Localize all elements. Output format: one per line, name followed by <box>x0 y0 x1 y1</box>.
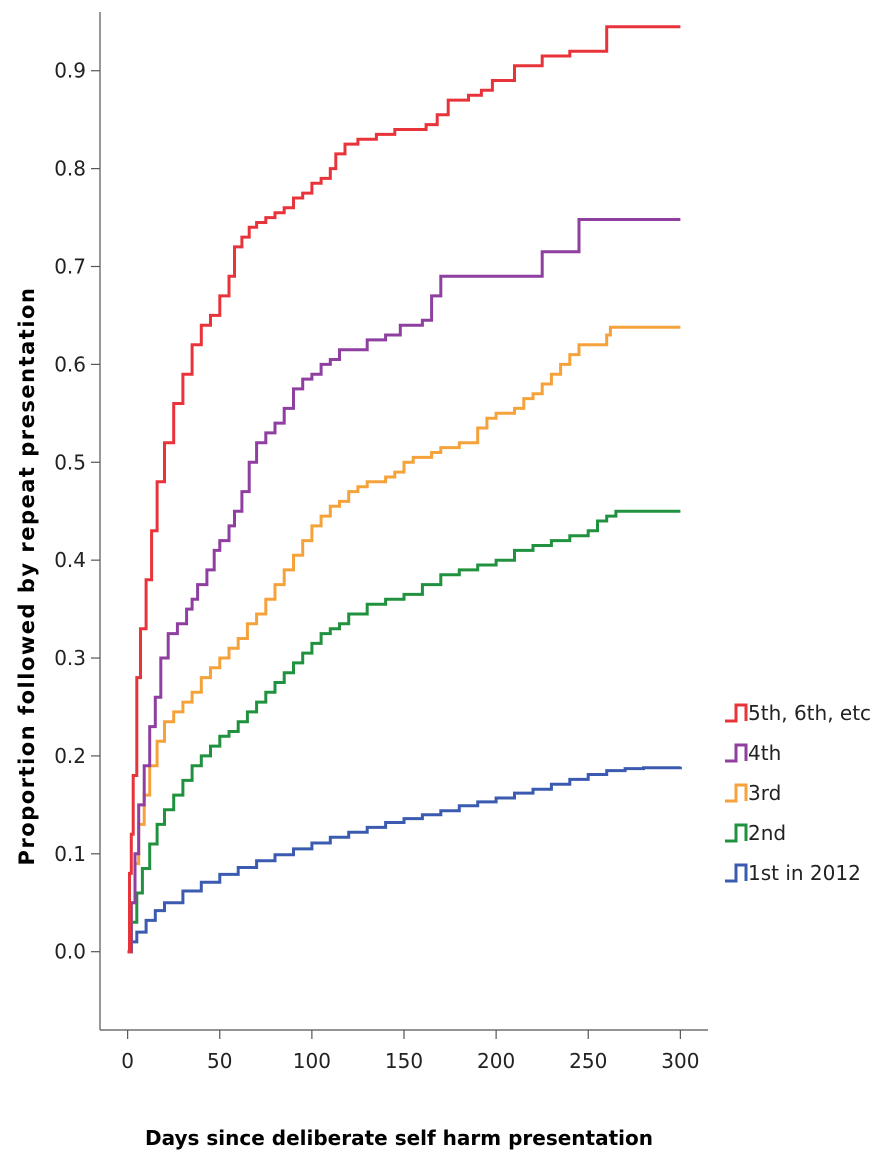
x-tick-label: 300 <box>661 1049 699 1073</box>
series-line-5th-6th-etc <box>127 25 681 954</box>
x-tick-label: 0 <box>121 1049 134 1073</box>
legend: 5th, 6th, etc 4th 3rd 2nd 1st in 2012 <box>725 701 871 885</box>
legend-item-5th-6th-etc: 5th, 6th, etc <box>725 701 871 725</box>
legend-label: 1st in 2012 <box>748 861 861 885</box>
legend-swatch <box>725 863 748 883</box>
y-tick-label: 0.9 <box>54 59 86 83</box>
legend-label: 5th, 6th, etc <box>748 701 871 725</box>
series-lines <box>127 25 682 954</box>
y-axis-title: Proportion followed by repeat presentati… <box>15 287 39 866</box>
legend-swatch <box>725 823 748 843</box>
legend-swatch <box>725 703 748 723</box>
y-tick-label: 0.2 <box>54 744 86 768</box>
y-tick-label: 0.6 <box>54 352 86 376</box>
legend-swatch <box>725 743 748 763</box>
legend-label: 2nd <box>748 821 786 845</box>
x-tick-label: 50 <box>207 1049 232 1073</box>
axes: 0.0 0.1 0.2 0.3 0.4 0.5 0.6 0.7 0.8 0.9 0 50 100 150… <box>54 12 708 1073</box>
y-tick-label: 0.5 <box>54 450 86 474</box>
x-tick-label: 250 <box>569 1049 607 1073</box>
x-ticks: 0 50 100 150 200 250 300 <box>121 1030 699 1073</box>
legend-label: 3rd <box>748 781 781 805</box>
legend-item-2nd: 2nd <box>725 821 786 845</box>
series-line-4th <box>127 218 681 954</box>
legend-swatch <box>725 783 748 803</box>
legend-label: 4th <box>748 741 781 765</box>
y-tick-label: 0.8 <box>54 157 86 181</box>
x-tick-label: 100 <box>293 1049 331 1073</box>
y-tick-label: 0.3 <box>54 646 86 670</box>
y-ticks: 0.0 0.1 0.2 0.3 0.4 0.5 0.6 0.7 0.8 0.9 <box>54 59 100 964</box>
x-tick-label: 200 <box>477 1049 515 1073</box>
series-line-1st-in-2012 <box>127 766 682 954</box>
y-tick-label: 0.7 <box>54 255 86 279</box>
legend-item-1st-in-2012: 1st in 2012 <box>725 861 861 885</box>
y-tick-label: 0.1 <box>54 842 86 866</box>
y-tick-label: 0.4 <box>54 548 86 572</box>
y-tick-label: 0.0 <box>54 940 86 964</box>
x-tick-label: 150 <box>385 1049 423 1073</box>
x-axis-title: Days since deliberate self harm presenta… <box>145 1126 653 1150</box>
series-line-2nd <box>127 509 681 954</box>
legend-item-3rd: 3rd <box>725 781 781 805</box>
legend-item-4th: 4th <box>725 741 781 765</box>
series-line-3rd <box>127 325 681 954</box>
